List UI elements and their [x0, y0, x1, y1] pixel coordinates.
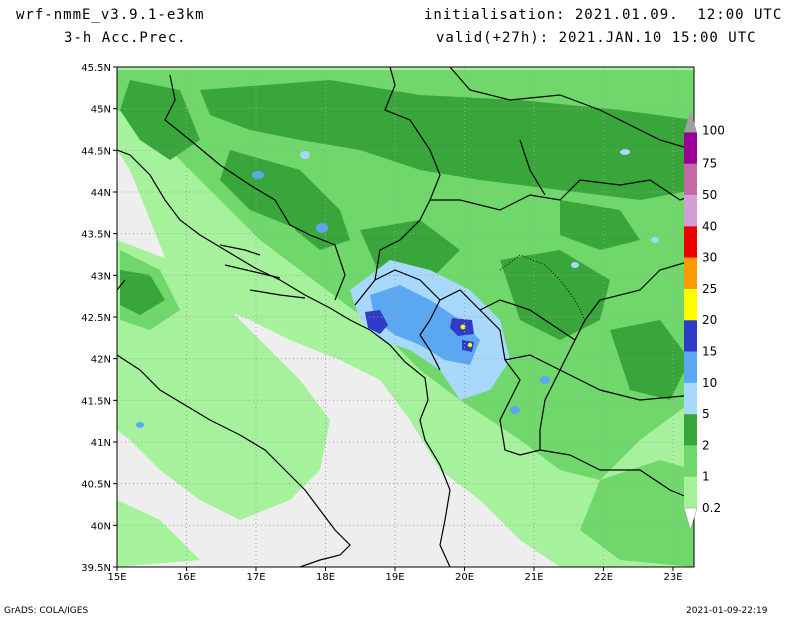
legend-label: 25	[702, 282, 717, 296]
lat-tick-label: 43.5N	[81, 230, 111, 241]
legend-label: 100	[702, 123, 725, 137]
lat-tick-label: 44N	[91, 188, 111, 199]
legend-swatch	[684, 257, 697, 289]
legend-label: 20	[702, 313, 717, 327]
lat-tick-label: 45.5N	[81, 63, 111, 74]
legend-swatch	[684, 288, 697, 321]
lat-tick-label: 41N	[91, 438, 111, 449]
map-grid	[117, 67, 694, 567]
initialisation-time: initialisation: 2021.01.09. 12:00 UTC	[424, 7, 783, 23]
lat-tick-label: 41.5N	[81, 396, 111, 407]
coastlines-and-borders	[117, 67, 694, 567]
lat-tick-label: 42N	[91, 355, 111, 366]
legend-swatch	[684, 351, 697, 383]
lat-tick-label: 43N	[91, 271, 111, 282]
lat-tick-label: 39.5N	[81, 563, 111, 574]
field-name: 3-h Acc.Prec.	[64, 30, 187, 46]
legend-label: 30	[702, 251, 717, 265]
lon-tick-label: 20E	[455, 572, 474, 583]
legend-label: 0.2	[702, 501, 721, 515]
lat-tick-label: 45N	[91, 105, 111, 116]
model-name: wrf-nmmE_v3.9.1-e3km	[16, 7, 205, 23]
axis-ticks: 45.5N 45N 44.5N 44N 43.5N 43N 42.5N 42N 41.5N 41N…	[81, 63, 682, 583]
lon-tick-label: 19E	[385, 572, 404, 583]
legend-label: 10	[702, 376, 717, 390]
legend-label: 50	[702, 188, 717, 202]
legend-below-arrow	[683, 507, 698, 531]
lon-tick-label: 16E	[177, 572, 196, 583]
lat-tick-label: 40N	[91, 521, 111, 532]
legend-swatch	[684, 110, 697, 133]
lon-tick-label: 18E	[316, 572, 335, 583]
legend-swatch	[684, 476, 697, 508]
legend-swatch	[684, 414, 697, 446]
lon-tick-label: 15E	[107, 572, 126, 583]
legend-label: 40	[702, 219, 717, 233]
legend-swatch	[684, 382, 697, 415]
legend-swatch	[684, 445, 697, 477]
lon-tick-label: 22E	[594, 572, 613, 583]
lat-tick-label: 42.5N	[81, 313, 111, 324]
lon-tick-label: 23E	[663, 572, 682, 583]
lat-tick-label: 44.5N	[81, 146, 111, 157]
lon-tick-label: 17E	[246, 572, 265, 583]
lat-tick-label: 40.5N	[81, 480, 111, 491]
legend-swatch	[684, 163, 697, 195]
render-timestamp: 2021-01-09-22:19	[686, 606, 768, 616]
legend-swatch	[684, 320, 697, 352]
valid-time: valid(+27h): 2021.JAN.10 15:00 UTC	[436, 30, 757, 46]
legend-swatch	[684, 226, 697, 258]
grads-credit: GrADS: COLA/IGES	[4, 606, 89, 616]
legend-label: 75	[702, 157, 717, 171]
legend-swatch	[684, 132, 697, 164]
lon-tick-label: 21E	[524, 572, 543, 583]
legend-label: 1	[702, 470, 710, 484]
legend-label: 5	[702, 407, 710, 421]
legend-swatch	[684, 195, 697, 227]
legend-label: 15	[702, 345, 717, 359]
legend-label: 2	[702, 438, 710, 452]
